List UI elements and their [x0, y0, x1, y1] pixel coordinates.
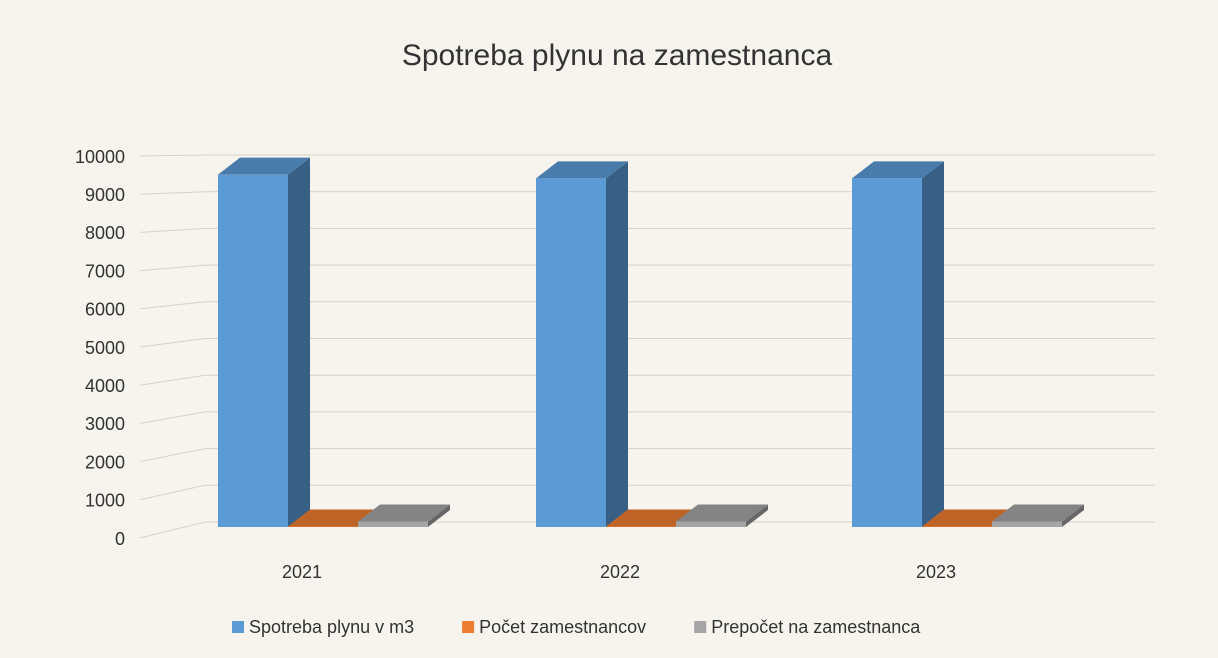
legend-swatch [462, 621, 475, 633]
grid-line [139, 521, 1155, 539]
bar [358, 504, 450, 527]
bar-side [606, 161, 628, 527]
grid-line [139, 191, 1155, 195]
y-tick-label: 5000 [85, 338, 125, 358]
bar-front [288, 526, 358, 527]
bar-front [852, 178, 922, 527]
grid-line [139, 227, 1155, 233]
y-tick-label: 2000 [85, 452, 125, 472]
grid-line [139, 264, 1155, 272]
bar-top [676, 504, 768, 522]
bar-top [606, 509, 698, 527]
bar-front [606, 526, 676, 527]
bar-front [922, 526, 992, 527]
bar-front [536, 178, 606, 527]
y-tick-label: 3000 [85, 414, 125, 434]
x-tick-label: 2023 [916, 562, 956, 582]
bar-top [922, 509, 1014, 527]
y-tick-label: 10000 [75, 147, 125, 167]
bar-side [1062, 504, 1084, 527]
bar [992, 504, 1084, 527]
bar-top [218, 157, 310, 175]
legend-swatch [694, 621, 707, 633]
bar-front [992, 521, 1062, 527]
legend-label: Prepočet na zamestnanca [711, 617, 921, 637]
legend-label: Počet zamestnancov [479, 617, 646, 637]
bar [852, 161, 944, 527]
grid-line [139, 154, 1155, 157]
bar-side [922, 161, 944, 527]
bar-top [992, 504, 1084, 522]
chart-title: Spotreba plynu na zamestnanca [402, 39, 833, 72]
bar-side [428, 504, 450, 527]
grid-line [139, 301, 1155, 310]
bar-top [536, 161, 628, 179]
y-tick-label: 0 [115, 529, 125, 549]
y-tick-label: 6000 [85, 300, 125, 320]
y-tick-label: 9000 [85, 185, 125, 205]
bar-side [746, 504, 768, 527]
x-tick-label: 2021 [282, 562, 322, 582]
y-tick-label: 7000 [85, 261, 125, 281]
y-tick-label: 8000 [85, 223, 125, 243]
bar-side [288, 157, 310, 527]
bar-front [218, 174, 288, 527]
bar-front [358, 521, 428, 527]
legend-swatch [232, 621, 244, 633]
legend-label: Spotreba plynu v m3 [249, 617, 414, 637]
grid-line [139, 411, 1155, 424]
grid-line [139, 484, 1155, 501]
bar-top [288, 509, 380, 527]
bar [676, 504, 768, 527]
grid-line [139, 374, 1155, 386]
grid-line [139, 448, 1155, 463]
y-tick-label: 1000 [85, 491, 125, 511]
y-tick-label: 4000 [85, 376, 125, 396]
x-tick-label: 2022 [600, 562, 640, 582]
bar [536, 161, 628, 527]
grid-line [139, 338, 1155, 348]
bar-top [358, 504, 450, 522]
bar [218, 157, 310, 527]
bar-top [852, 161, 944, 179]
bar-front [676, 521, 746, 527]
